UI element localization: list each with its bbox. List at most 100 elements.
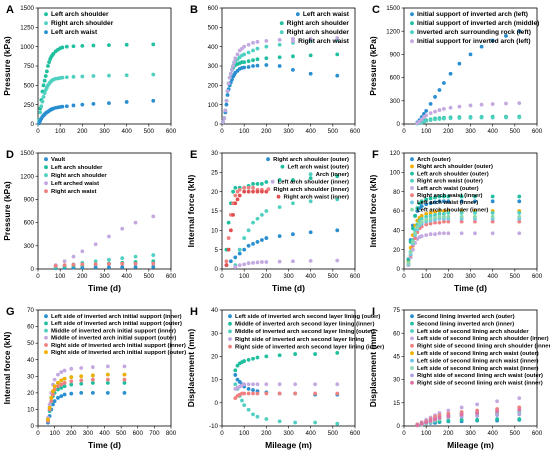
data-point: [133, 220, 138, 225]
data-point: [233, 193, 238, 198]
data-point: [428, 201, 433, 206]
data-point: [479, 102, 484, 107]
y-tick-label: 30: [211, 330, 218, 337]
data-point: [221, 120, 226, 124]
data-point: [222, 116, 227, 121]
data-point: [490, 38, 495, 43]
data-point: [39, 104, 44, 109]
data-point: [517, 29, 522, 34]
data-point: [56, 381, 60, 385]
data-point: [517, 417, 522, 421]
legend-label: Left arch shoulder (inner): [278, 180, 349, 186]
data-point: [246, 386, 251, 391]
y-tick-label: 20: [211, 189, 218, 196]
data-point: [442, 209, 446, 213]
data-point: [457, 61, 462, 66]
data-point: [122, 377, 127, 382]
data-point: [459, 194, 464, 199]
data-point: [90, 365, 95, 370]
data-point: [60, 45, 65, 50]
data-point: [251, 58, 255, 63]
data-point: [59, 394, 64, 399]
x-tick-label: 100: [421, 128, 432, 135]
x-tick-label: 300: [83, 430, 94, 437]
data-point: [428, 118, 433, 123]
y-tick-label: 40: [393, 227, 400, 234]
data-point: [264, 63, 269, 67]
data-point: [255, 39, 260, 44]
legend-marker: [308, 172, 313, 177]
data-point: [79, 390, 84, 395]
x-tick-label: 300: [99, 273, 110, 280]
data-point: [504, 33, 508, 38]
y-tick-label: 15: [211, 208, 218, 215]
data-point: [251, 185, 255, 190]
y-tick-label: 1250: [20, 24, 34, 31]
data-point: [251, 260, 255, 265]
data-point: [60, 75, 65, 80]
data-point: [47, 405, 52, 410]
y-tick-label: 600: [208, 5, 219, 12]
data-point: [490, 231, 495, 236]
x-axis-label: Mileage (m): [447, 440, 494, 450]
data-point: [517, 115, 522, 120]
legend-marker: [410, 30, 414, 35]
legend-label: Right arch shoulder: [51, 20, 114, 27]
data-point: [62, 263, 67, 268]
legend-label: Right side of second lining arch waist (…: [417, 381, 543, 387]
legend-label: Middle of inverted arch second layer lin…: [235, 322, 374, 328]
x-tick-label: 200: [443, 273, 454, 280]
x-tick-label: 400: [306, 430, 317, 437]
data-point: [517, 101, 522, 106]
data-point: [308, 37, 313, 41]
x-tick-label: 700: [149, 430, 160, 437]
data-point: [490, 219, 495, 224]
data-point: [93, 259, 98, 264]
data-point: [242, 382, 247, 387]
x-tick-label: 100: [55, 128, 66, 135]
legend-marker: [410, 171, 414, 176]
x-tick-label: 100: [421, 273, 432, 280]
legend-label: Right side of inverted arch initial supp…: [51, 350, 186, 356]
data-point: [277, 42, 282, 47]
data-point: [133, 261, 138, 266]
data-point: [428, 111, 433, 116]
data-point: [277, 178, 282, 182]
legend-label: Left arch waist (outer): [287, 165, 349, 171]
legend-marker: [410, 314, 414, 319]
data-point: [80, 262, 85, 267]
x-tick-label: 100: [239, 430, 250, 437]
y-tick-label: 40: [27, 357, 34, 364]
data-point: [107, 265, 111, 270]
y-tick-label: 40: [211, 307, 218, 314]
data-point: [413, 236, 417, 240]
x-tick-label: 400: [122, 273, 133, 280]
data-point: [122, 364, 127, 369]
data-point: [313, 420, 317, 425]
data-point: [413, 213, 417, 218]
legend-label: Initial support of inverted arch (middle…: [417, 20, 539, 27]
data-point: [237, 263, 242, 268]
data-point: [255, 414, 260, 419]
y-tick-label: 300: [24, 243, 35, 250]
data-point: [264, 354, 269, 359]
y-tick-label: -10: [209, 423, 219, 430]
data-point: [107, 73, 111, 78]
data-point: [93, 242, 98, 247]
data-point: [495, 409, 499, 414]
legend-marker: [291, 39, 295, 44]
x-tick-label: 800: [166, 430, 177, 437]
data-point: [251, 388, 255, 392]
legend-marker: [410, 336, 414, 341]
data-point: [419, 216, 424, 221]
data-point: [38, 110, 43, 115]
legend-marker: [44, 173, 48, 178]
data-point: [79, 366, 84, 370]
legend-label: Left arch shoulder (inner): [417, 207, 488, 213]
data-point: [240, 398, 244, 403]
data-point: [255, 57, 260, 62]
data-point: [246, 357, 251, 362]
data-point: [277, 419, 282, 424]
x-tick-label: 600: [166, 128, 177, 135]
data-point: [468, 52, 473, 57]
